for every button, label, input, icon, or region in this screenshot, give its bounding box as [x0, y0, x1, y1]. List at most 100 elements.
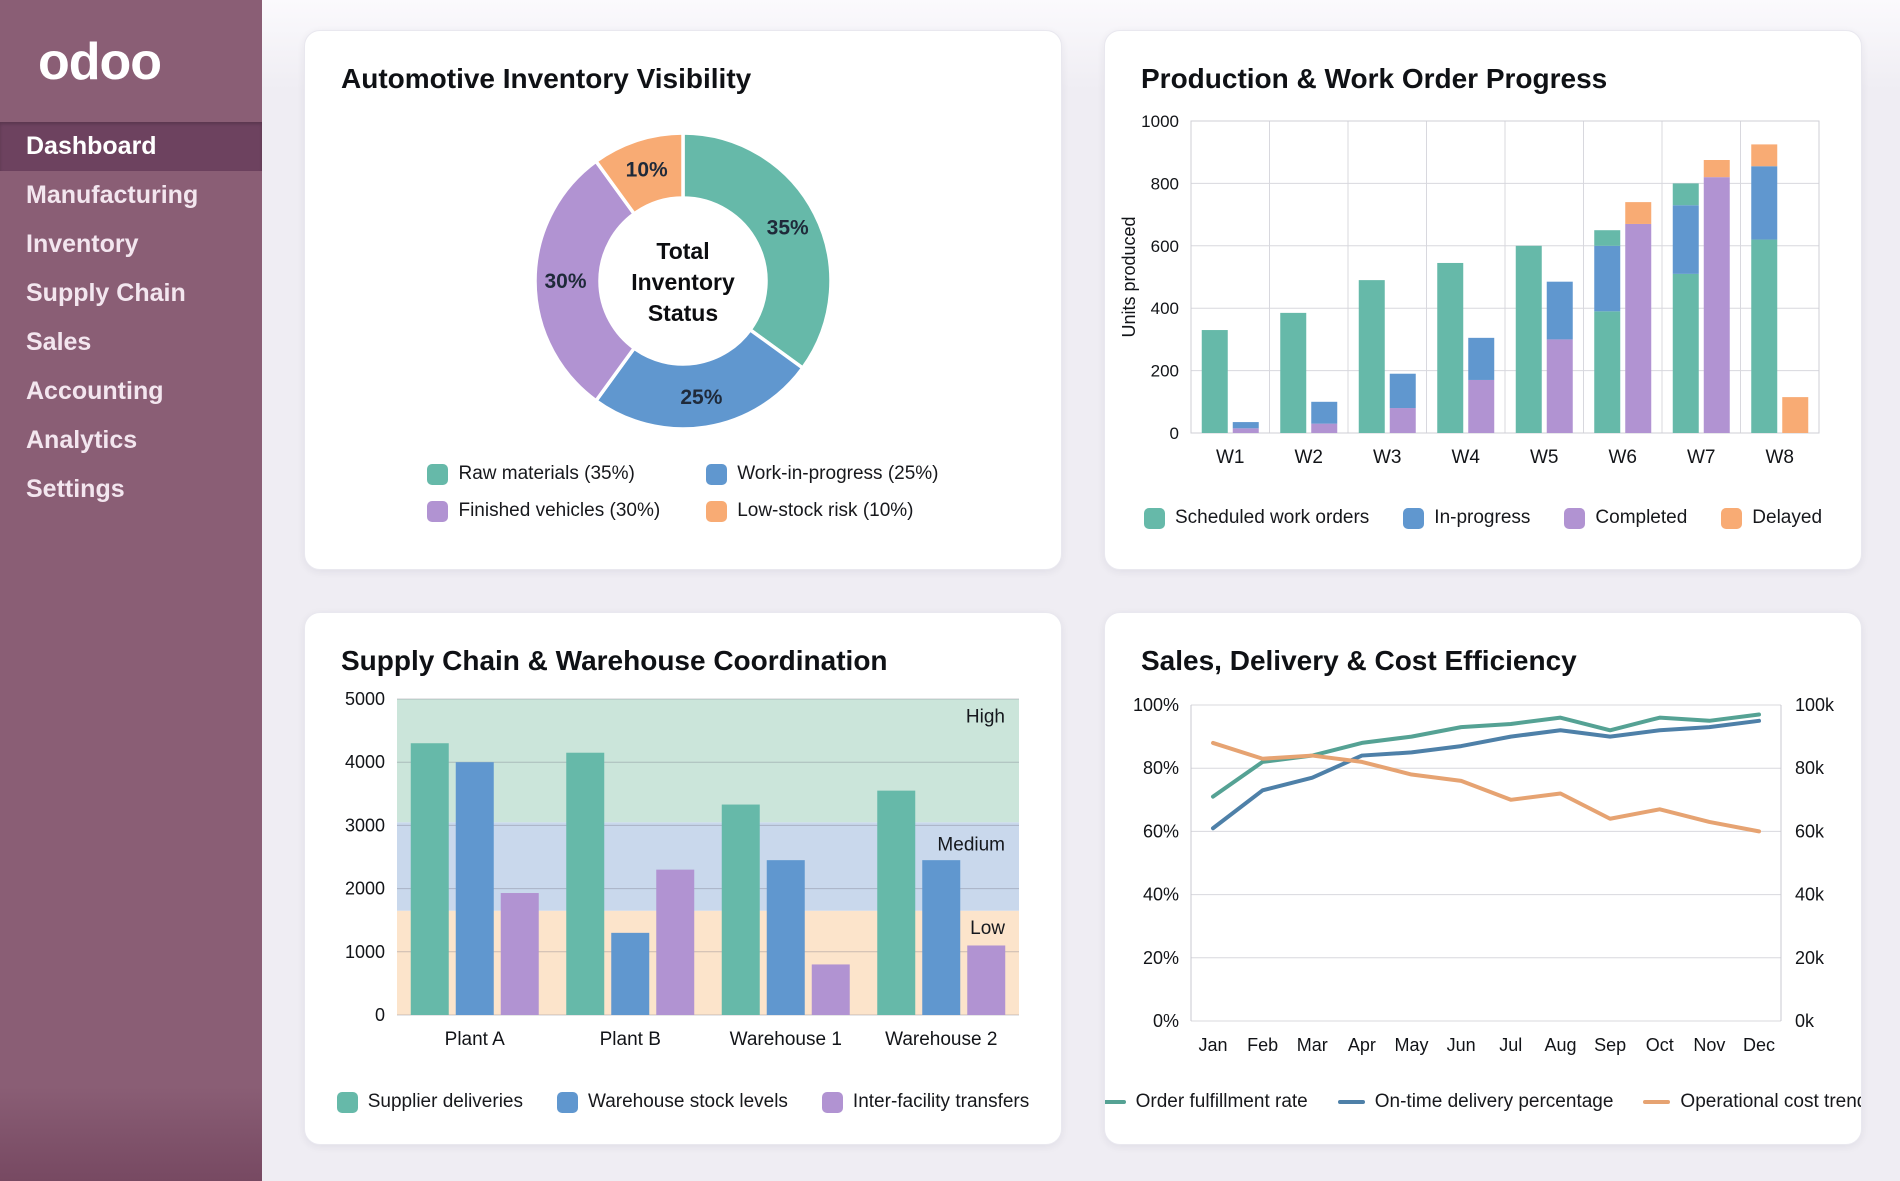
donut-segment-finished-vehicles [533, 159, 636, 403]
legend-item-in-progress[interactable]: In-progress [1403, 507, 1530, 529]
bar-segment-blue [1311, 401, 1338, 424]
legend-item-delayed[interactable]: Delayed [1721, 507, 1822, 529]
bar-segment-teal [1437, 262, 1464, 433]
legend-item-low-stock-risk-10[interactable]: Low-stock risk (10%) [706, 500, 938, 522]
bar-segment-blue [1468, 337, 1495, 380]
bar-inter-facility-transfers [656, 869, 695, 1015]
x-category-label: W5 [1530, 447, 1559, 468]
legend-label: Supplier deliveries [367, 1091, 523, 1112]
bar-segment-teal [1594, 311, 1621, 433]
donut-segment-raw-materials [681, 131, 833, 370]
low-stock-risk-10-swatch [706, 500, 728, 522]
order-fulfillment-rate-swatch [1105, 1100, 1126, 1104]
operational-cost-trend-swatch [1643, 1100, 1671, 1104]
sidebar-item-sales[interactable]: Sales [26, 328, 92, 356]
x-month-label: Mar [1297, 1035, 1328, 1055]
card-inventory-visibility: Automotive Inventory Visibility 35% 25% 30… [304, 30, 1062, 570]
bar-segment-blue [1546, 281, 1573, 340]
x-month-label: Nov [1693, 1035, 1725, 1055]
plot-border [1190, 120, 1820, 434]
card-production-progress: Production & Work Order Progress 0 200 400… [1104, 30, 1862, 570]
in-progress-swatch [1403, 507, 1425, 529]
legend-label: Low-stock risk (10%) [737, 500, 914, 521]
bar-warehouse-stock-levels [455, 762, 494, 1015]
bar-segment-orange [1782, 397, 1809, 433]
x-month-label: Sep [1594, 1035, 1626, 1055]
y-tick-label: 2000 [345, 879, 385, 899]
donut-center-label: Status [648, 300, 718, 326]
legend-item-on-time-delivery-percentage[interactable]: On-time delivery percentage [1337, 1091, 1614, 1113]
bar-inter-facility-transfers [811, 964, 850, 1015]
bar-segment-blue [1672, 205, 1699, 274]
delayed-swatch [1721, 507, 1743, 529]
completed-swatch [1564, 507, 1586, 529]
supply-bar-chart: 0 1000 2000 3000 4000 5000 Plant A Plant B Wareh… [345, 689, 1019, 1050]
bar-segment-teal [1751, 239, 1778, 433]
card-supply-coordination: Supply Chain & Warehouse Coordination 0 1… [304, 612, 1062, 1145]
band-label-low: Low [970, 918, 1005, 939]
x-category-label: W1 [1216, 447, 1245, 468]
bar-segment-teal [1672, 183, 1699, 206]
line-series-operational-cost-trend [1211, 740, 1761, 834]
warehouse-stock-levels-swatch [556, 1091, 578, 1113]
y-tick-label: 600 [1151, 237, 1179, 256]
production-bar-chart: 0 200 400 600 800 1000 W1 W2 W3 W4 W5 W6 W7 W8 Units p… [1119, 112, 1820, 468]
bar-segment-purple [1703, 177, 1730, 433]
legend-item-raw-materials-35[interactable]: Raw materials (35%) [427, 463, 660, 485]
sales-line-chart: 0% 0k 20% 20k 40% 40k 60% 60k 80% 80k 100% 100k Jan F… [1133, 695, 1835, 1055]
bar-inter-facility-transfers [500, 893, 539, 1015]
x-category-label: Warehouse 1 [730, 1029, 842, 1050]
donut-segment-work-in-progress [594, 328, 805, 431]
legend-item-work-in-progress-25[interactable]: Work-in-progress (25%) [706, 463, 939, 485]
right-tick-label: 0k [1795, 1011, 1815, 1031]
legend-item-warehouse-stock-levels[interactable]: Warehouse stock levels [556, 1091, 788, 1113]
sidebar-item-settings[interactable]: Settings [26, 475, 125, 503]
work-in-progress-25-swatch [706, 463, 728, 485]
y-tick-label: 0 [1170, 424, 1179, 443]
inventory-donut-chart: 35% 25% 30% 10% Total Inventory Status [533, 131, 833, 431]
sidebar-item-manufacturing[interactable]: Manufacturing [26, 181, 199, 209]
sidebar-item-dashboard[interactable]: Dashboard [0, 122, 262, 171]
donut-segment-low-stock-risk [594, 131, 685, 216]
legend-item-inter-facility-transfers[interactable]: Inter-facility transfers [821, 1091, 1029, 1113]
bar-warehouse-stock-levels [922, 860, 961, 1015]
x-month-label: Jun [1447, 1035, 1476, 1055]
sidebar-item-analytics[interactable]: Analytics [26, 426, 138, 454]
bar-segment-teal [1515, 245, 1542, 433]
card-title-sales: Sales, Delivery & Cost Efficiency [1141, 645, 1577, 676]
y-tick-label: 0 [375, 1005, 385, 1025]
left-tick-label: 0% [1153, 1011, 1179, 1031]
bar-segment-teal [1672, 273, 1699, 433]
bar-segment-purple [1311, 423, 1338, 433]
sidebar-item-inventory[interactable]: Inventory [26, 230, 139, 258]
legend-item-operational-cost-trend[interactable]: Operational cost trend [1643, 1091, 1861, 1113]
bar-segment-orange [1625, 202, 1652, 224]
card-sales-efficiency: Sales, Delivery & Cost Efficiency 0% 0k 20… [1104, 612, 1862, 1145]
on-time-delivery-percentage-swatch [1337, 1100, 1365, 1104]
right-tick-label: 80k [1795, 758, 1825, 778]
y-tick-label: 4000 [345, 752, 385, 772]
legend-label: Order fulfillment rate [1135, 1091, 1308, 1112]
y-tick-label: 200 [1151, 362, 1179, 381]
legend-label: Finished vehicles (30%) [458, 500, 661, 521]
right-tick-label: 100k [1795, 695, 1835, 715]
sidebar-item-supply-chain[interactable]: Supply Chain [26, 279, 186, 307]
legend-label: On-time delivery percentage [1374, 1091, 1614, 1112]
x-category-label: W6 [1609, 447, 1638, 468]
bar-supplier-deliveries [566, 752, 605, 1015]
inventory-donut-legend: Raw materials (35%) Work-in-progress (25%… [427, 463, 939, 522]
risk-band-high [397, 699, 1019, 823]
x-category-label: Plant A [445, 1029, 506, 1050]
sidebar-item-accounting[interactable]: Accounting [26, 377, 164, 405]
card-title-inventory: Automotive Inventory Visibility [341, 63, 752, 94]
bar-segment-teal [1594, 230, 1621, 246]
legend-item-scheduled-work-orders[interactable]: Scheduled work orders [1143, 507, 1369, 529]
bar-segment-purple [1468, 379, 1495, 433]
legend-item-completed[interactable]: Completed [1564, 507, 1687, 529]
bar-segment-blue [1594, 245, 1621, 312]
x-month-label: Feb [1247, 1035, 1278, 1055]
legend-item-supplier-deliveries[interactable]: Supplier deliveries [336, 1091, 523, 1113]
legend-item-finished-vehicles-30[interactable]: Finished vehicles (30%) [427, 500, 660, 522]
legend-item-order-fulfillment-rate[interactable]: Order fulfillment rate [1105, 1091, 1308, 1113]
x-category-label: W7 [1687, 447, 1716, 468]
